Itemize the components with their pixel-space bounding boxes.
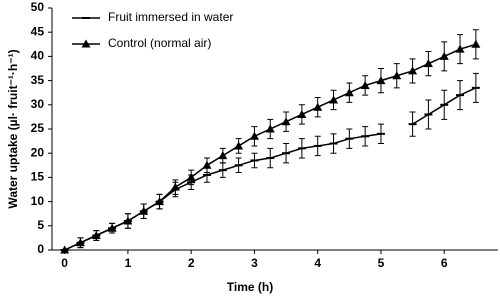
marker: [376, 76, 386, 85]
marker: [75, 238, 85, 247]
marker: [281, 117, 291, 126]
y-tick-label: 50: [31, 0, 45, 14]
x-tick-label: 5: [378, 256, 385, 270]
marker: [170, 182, 180, 191]
marker: [455, 44, 465, 53]
y-tick-label: 10: [31, 194, 45, 208]
y-tick-label: 45: [31, 24, 45, 38]
y-tick-label: 15: [31, 170, 45, 184]
x-tick-label: 0: [61, 256, 68, 270]
marker: [297, 109, 307, 118]
y-tick-label: 20: [31, 145, 45, 159]
legend-marker: [81, 39, 91, 48]
marker: [408, 66, 418, 75]
x-tick-label: 1: [125, 256, 132, 270]
x-tick-label: 4: [314, 256, 321, 270]
marker: [360, 80, 370, 89]
marker: [107, 223, 117, 232]
x-tick-label: 6: [441, 256, 448, 270]
marker: [313, 102, 323, 111]
marker: [202, 160, 212, 169]
x-tick-label: 3: [251, 256, 258, 270]
y-tick-label: 25: [31, 121, 45, 135]
marker: [139, 206, 149, 215]
marker: [344, 88, 354, 97]
y-tick-label: 0: [37, 242, 44, 256]
marker: [471, 39, 481, 48]
y-tick-label: 40: [31, 49, 45, 63]
y-tick-label: 30: [31, 97, 45, 111]
marker: [392, 71, 402, 80]
marker: [439, 51, 449, 60]
marker: [186, 172, 196, 181]
y-tick-label: 5: [37, 218, 44, 232]
marker: [329, 95, 339, 104]
marker: [60, 245, 70, 254]
marker: [234, 141, 244, 150]
marker: [265, 124, 275, 133]
y-axis-label: Water uptake (µl· fruit⁻¹·h⁻¹): [6, 49, 20, 208]
marker: [155, 197, 165, 206]
y-tick-label: 35: [31, 73, 45, 87]
marker: [218, 151, 228, 160]
x-axis-label: Time (h): [227, 280, 273, 294]
marker: [423, 59, 433, 68]
series-line: [64, 43, 477, 251]
marker: [91, 230, 101, 239]
legend-label: Control (normal air): [108, 36, 211, 50]
marker: [123, 216, 133, 225]
x-tick-label: 2: [188, 256, 195, 270]
marker: [249, 131, 259, 140]
legend-label: Fruit immersed in water: [108, 10, 233, 24]
